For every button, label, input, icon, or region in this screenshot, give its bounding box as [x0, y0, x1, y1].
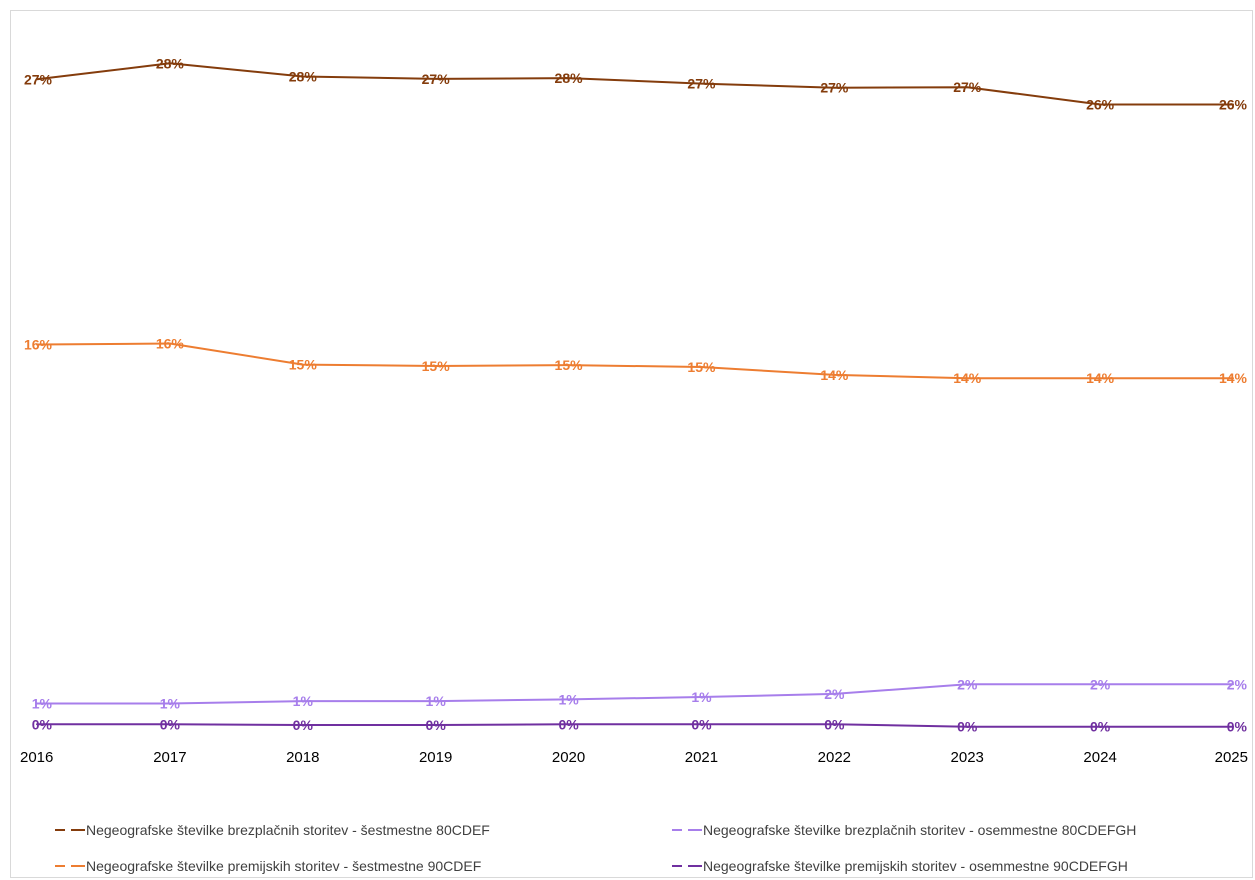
legend-label: Negeografske številke brezplačnih storit… — [703, 822, 1136, 838]
legend-item-4: Negeografske številke premijskih storite… — [672, 858, 1128, 874]
data-label: 16% — [156, 336, 185, 352]
x-axis: 2016 2017 2018 2019 2020 2021 2022 2023 2024 2025 — [20, 749, 1248, 766]
chart-frame — [10, 10, 1253, 878]
data-label: 27% — [820, 80, 849, 96]
data-label: 0% — [824, 716, 845, 732]
data-label: 28% — [156, 55, 185, 71]
data-label: 14% — [1086, 370, 1115, 386]
data-label: 27% — [687, 76, 716, 92]
series-line-2 — [36, 342, 1234, 380]
data-label: 0% — [32, 716, 53, 732]
x-tick-label: 2021 — [685, 749, 718, 766]
data-label: 0% — [426, 717, 447, 733]
series-line-4 — [36, 723, 1234, 728]
data-label: 0% — [1090, 719, 1111, 735]
legend-item-1: Negeografske številke brezplačnih storit… — [55, 822, 490, 838]
legend-label: Negeografske številke premijskih storite… — [703, 858, 1128, 874]
data-label: 27% — [24, 71, 53, 87]
data-label: 14% — [953, 370, 982, 386]
data-label: 0% — [1227, 719, 1248, 735]
data-label: 15% — [555, 357, 584, 373]
data-label: 2% — [1090, 676, 1111, 692]
data-label: 14% — [820, 367, 849, 383]
x-tick-label: 2022 — [818, 749, 851, 766]
data-label: 14% — [1219, 370, 1248, 386]
series-layer: 27% 28% 28% 27% 28% 27% 27% 27% 26% 26% 16% 16% 15% 1… — [24, 55, 1248, 734]
series-line-3 — [36, 683, 1234, 705]
data-label: 0% — [691, 716, 712, 732]
data-label: 16% — [24, 336, 53, 352]
x-tick-label: 2016 — [20, 749, 53, 766]
legend-item-2: Negeografske številke premijskih storite… — [55, 858, 481, 874]
x-tick-label: 2017 — [153, 749, 186, 766]
data-label: 1% — [160, 695, 181, 711]
series-line-1 — [36, 62, 1234, 106]
legend-label: Negeografske številke premijskih storite… — [86, 858, 481, 874]
x-tick-label: 2025 — [1215, 749, 1248, 766]
legend-item-3: Negeografske številke brezplačnih storit… — [672, 822, 1136, 838]
data-label: 27% — [422, 71, 451, 87]
data-label: 2% — [1227, 676, 1248, 692]
data-label: 1% — [293, 693, 314, 709]
data-label: 1% — [32, 695, 53, 711]
data-label: 27% — [953, 79, 982, 95]
data-label: 0% — [293, 717, 314, 733]
data-label: 15% — [422, 358, 451, 374]
x-tick-label: 2020 — [552, 749, 585, 766]
data-label: 2% — [824, 686, 845, 702]
data-label: 15% — [687, 359, 716, 375]
x-tick-label: 2018 — [286, 749, 319, 766]
legend-label: Negeografske številke brezplačnih storit… — [86, 822, 490, 838]
data-label: 1% — [558, 691, 579, 707]
data-label: 2% — [957, 676, 978, 692]
data-label: 0% — [558, 716, 579, 732]
x-tick-label: 2023 — [951, 749, 984, 766]
data-label: 26% — [1219, 96, 1248, 112]
data-label: 0% — [160, 716, 181, 732]
legend: Negeografske številke brezplačnih storit… — [55, 822, 1136, 874]
data-label: 1% — [426, 693, 447, 709]
x-tick-label: 2019 — [419, 749, 452, 766]
data-label: 15% — [289, 357, 318, 373]
x-tick-label: 2024 — [1083, 749, 1116, 766]
data-label: 1% — [691, 689, 712, 705]
data-label: 28% — [289, 68, 318, 84]
data-label: 28% — [555, 70, 584, 86]
data-label: 0% — [957, 719, 978, 735]
data-label: 26% — [1086, 96, 1115, 112]
